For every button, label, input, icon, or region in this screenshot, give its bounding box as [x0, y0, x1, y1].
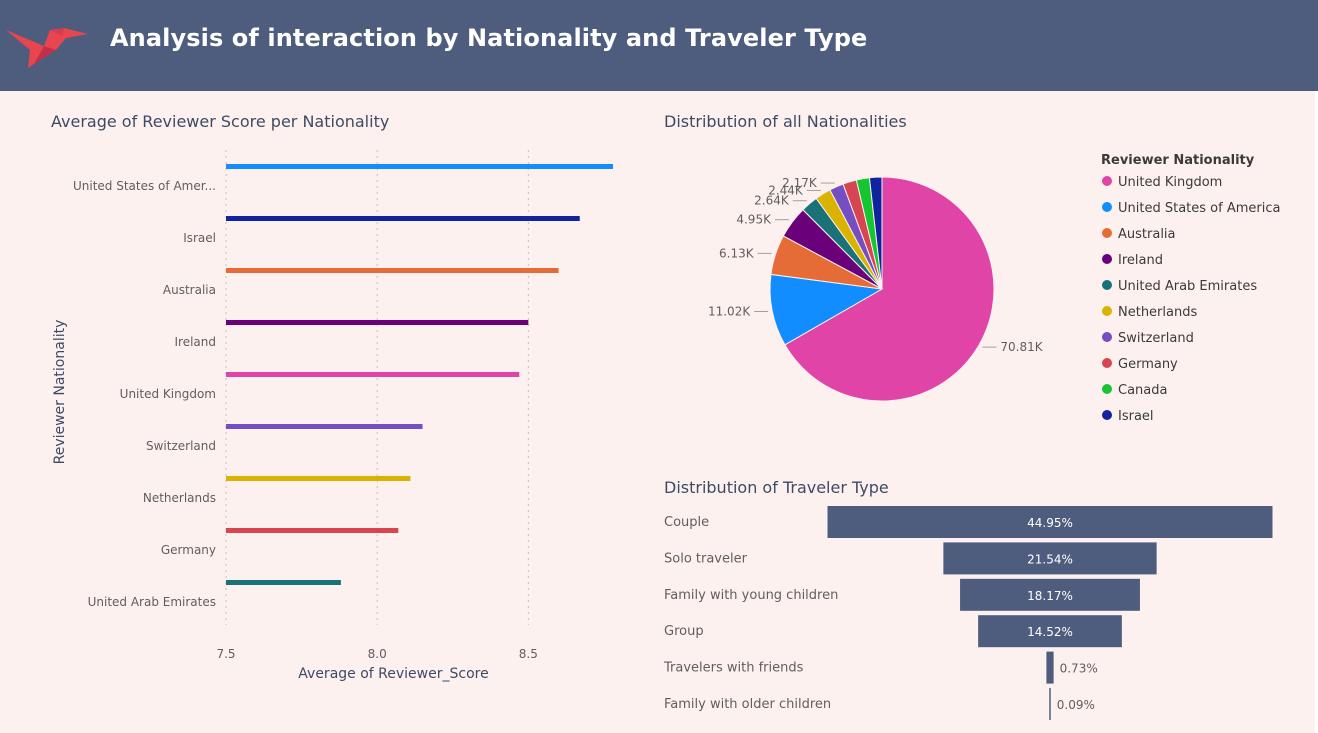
bar	[226, 216, 580, 221]
bar	[226, 528, 399, 533]
funnel-bar	[943, 542, 1157, 575]
y-category-label: United Kingdom	[120, 387, 216, 401]
funnel-data-label: 14.52%	[1027, 625, 1073, 639]
bar	[226, 424, 423, 429]
funnel-category-label: Family with older children	[664, 697, 831, 712]
legend-marker	[1102, 332, 1112, 342]
slice-data-label: 6.13K	[719, 246, 755, 260]
legend-marker	[1102, 228, 1112, 238]
y-category-label: Israel	[183, 231, 216, 245]
funnel-category-label: Group	[664, 624, 704, 639]
score-bar-chart: 7.5 8.0 8.5 United States of Amer... Israel A…	[52, 150, 613, 682]
legend-marker	[1102, 202, 1112, 212]
x-tick-label: 7.5	[216, 647, 235, 661]
funnel-bar	[1049, 688, 1051, 720]
legend-marker	[1102, 358, 1112, 368]
legend-item-label: United Kingdom	[1118, 175, 1222, 190]
pie-slice	[769, 273, 884, 346]
legend-marker	[1102, 176, 1112, 186]
funnel-data-label: 21.54%	[1027, 552, 1073, 566]
legend-marker	[1102, 410, 1112, 420]
legend-item-label: United States of America	[1118, 201, 1280, 216]
legend-item-label: Netherlands	[1118, 305, 1197, 320]
report-header: Analysis of interaction by Nationality a…	[0, 0, 1318, 91]
funnel-bar	[960, 578, 1140, 611]
funnel-category-label: Travelers with friends	[663, 661, 804, 676]
legend-marker	[1102, 306, 1112, 316]
legend-item-label: Switzerland	[1118, 331, 1194, 346]
bar	[226, 372, 520, 377]
bar-chart-title: Average of Reviewer Score per Nationalit…	[51, 112, 390, 131]
y-category-label: Netherlands	[143, 491, 216, 505]
report-title: Analysis of interaction by Nationality a…	[110, 24, 868, 52]
legend-item-label: Germany	[1118, 357, 1178, 372]
legend-item-label: Israel	[1118, 409, 1154, 424]
y-category-label: Australia	[163, 283, 216, 297]
funnel-chart-title: Distribution of Traveler Type	[664, 478, 889, 497]
bird-logo-icon	[6, 28, 88, 68]
y-axis-title: Reviewer Nationality	[52, 320, 68, 465]
x-tick-label: 8.0	[368, 647, 387, 661]
legend-title: Reviewer Nationality	[1101, 153, 1255, 168]
funnel-category-label: Family with young children	[664, 588, 838, 603]
legend-item-label: Australia	[1118, 227, 1176, 242]
legend-marker	[1102, 280, 1112, 290]
bar	[226, 268, 559, 273]
bar	[226, 320, 529, 325]
funnel-category-label: Couple	[664, 515, 709, 530]
legend-item-label: Canada	[1118, 383, 1167, 398]
page-edge	[1315, 91, 1318, 733]
legend-item-label: Ireland	[1118, 253, 1163, 268]
funnel-data-label: 0.09%	[1057, 698, 1095, 712]
legend-marker	[1102, 384, 1112, 394]
y-category-label: Ireland	[174, 335, 216, 349]
bar	[226, 164, 613, 169]
y-category-label: Germany	[161, 543, 216, 557]
funnel-bar	[978, 615, 1122, 648]
slice-data-label: 11.02K	[708, 305, 751, 319]
bar	[226, 476, 411, 481]
funnel-data-label: 44.95%	[1027, 516, 1073, 530]
slice-data-label: 2.17K	[782, 176, 818, 190]
slice-data-label: 70.81K	[1000, 340, 1043, 354]
y-category-label: United States of Amer...	[73, 179, 216, 193]
pie-slice	[784, 176, 995, 402]
slice-data-label: 4.95K	[736, 213, 772, 227]
funnel-data-label: 0.73%	[1060, 662, 1098, 676]
funnel-data-label: 18.17%	[1027, 589, 1073, 603]
legend-marker	[1102, 254, 1112, 264]
slice-data-label: 2.64K	[754, 194, 790, 208]
x-tick-label: 8.5	[519, 647, 538, 661]
y-category-label: Switzerland	[146, 439, 216, 453]
pie-chart-title: Distribution of all Nationalities	[664, 112, 907, 131]
traveler-funnel-chart: Couple 44.95% Solo traveler 21.54% Family wi…	[663, 506, 1273, 720]
funnel-bar	[827, 506, 1273, 538]
slice-data-label: 2.44K	[768, 183, 804, 197]
legend-item-label: United Arab Emirates	[1118, 279, 1257, 294]
funnel-bar	[1046, 651, 1054, 684]
bar	[226, 580, 341, 585]
y-category-label: United Arab Emirates	[88, 595, 216, 609]
funnel-category-label: Solo traveler	[664, 551, 748, 566]
pie-slice	[868, 176, 883, 290]
x-axis-title: Average of Reviewer_Score	[298, 666, 488, 682]
